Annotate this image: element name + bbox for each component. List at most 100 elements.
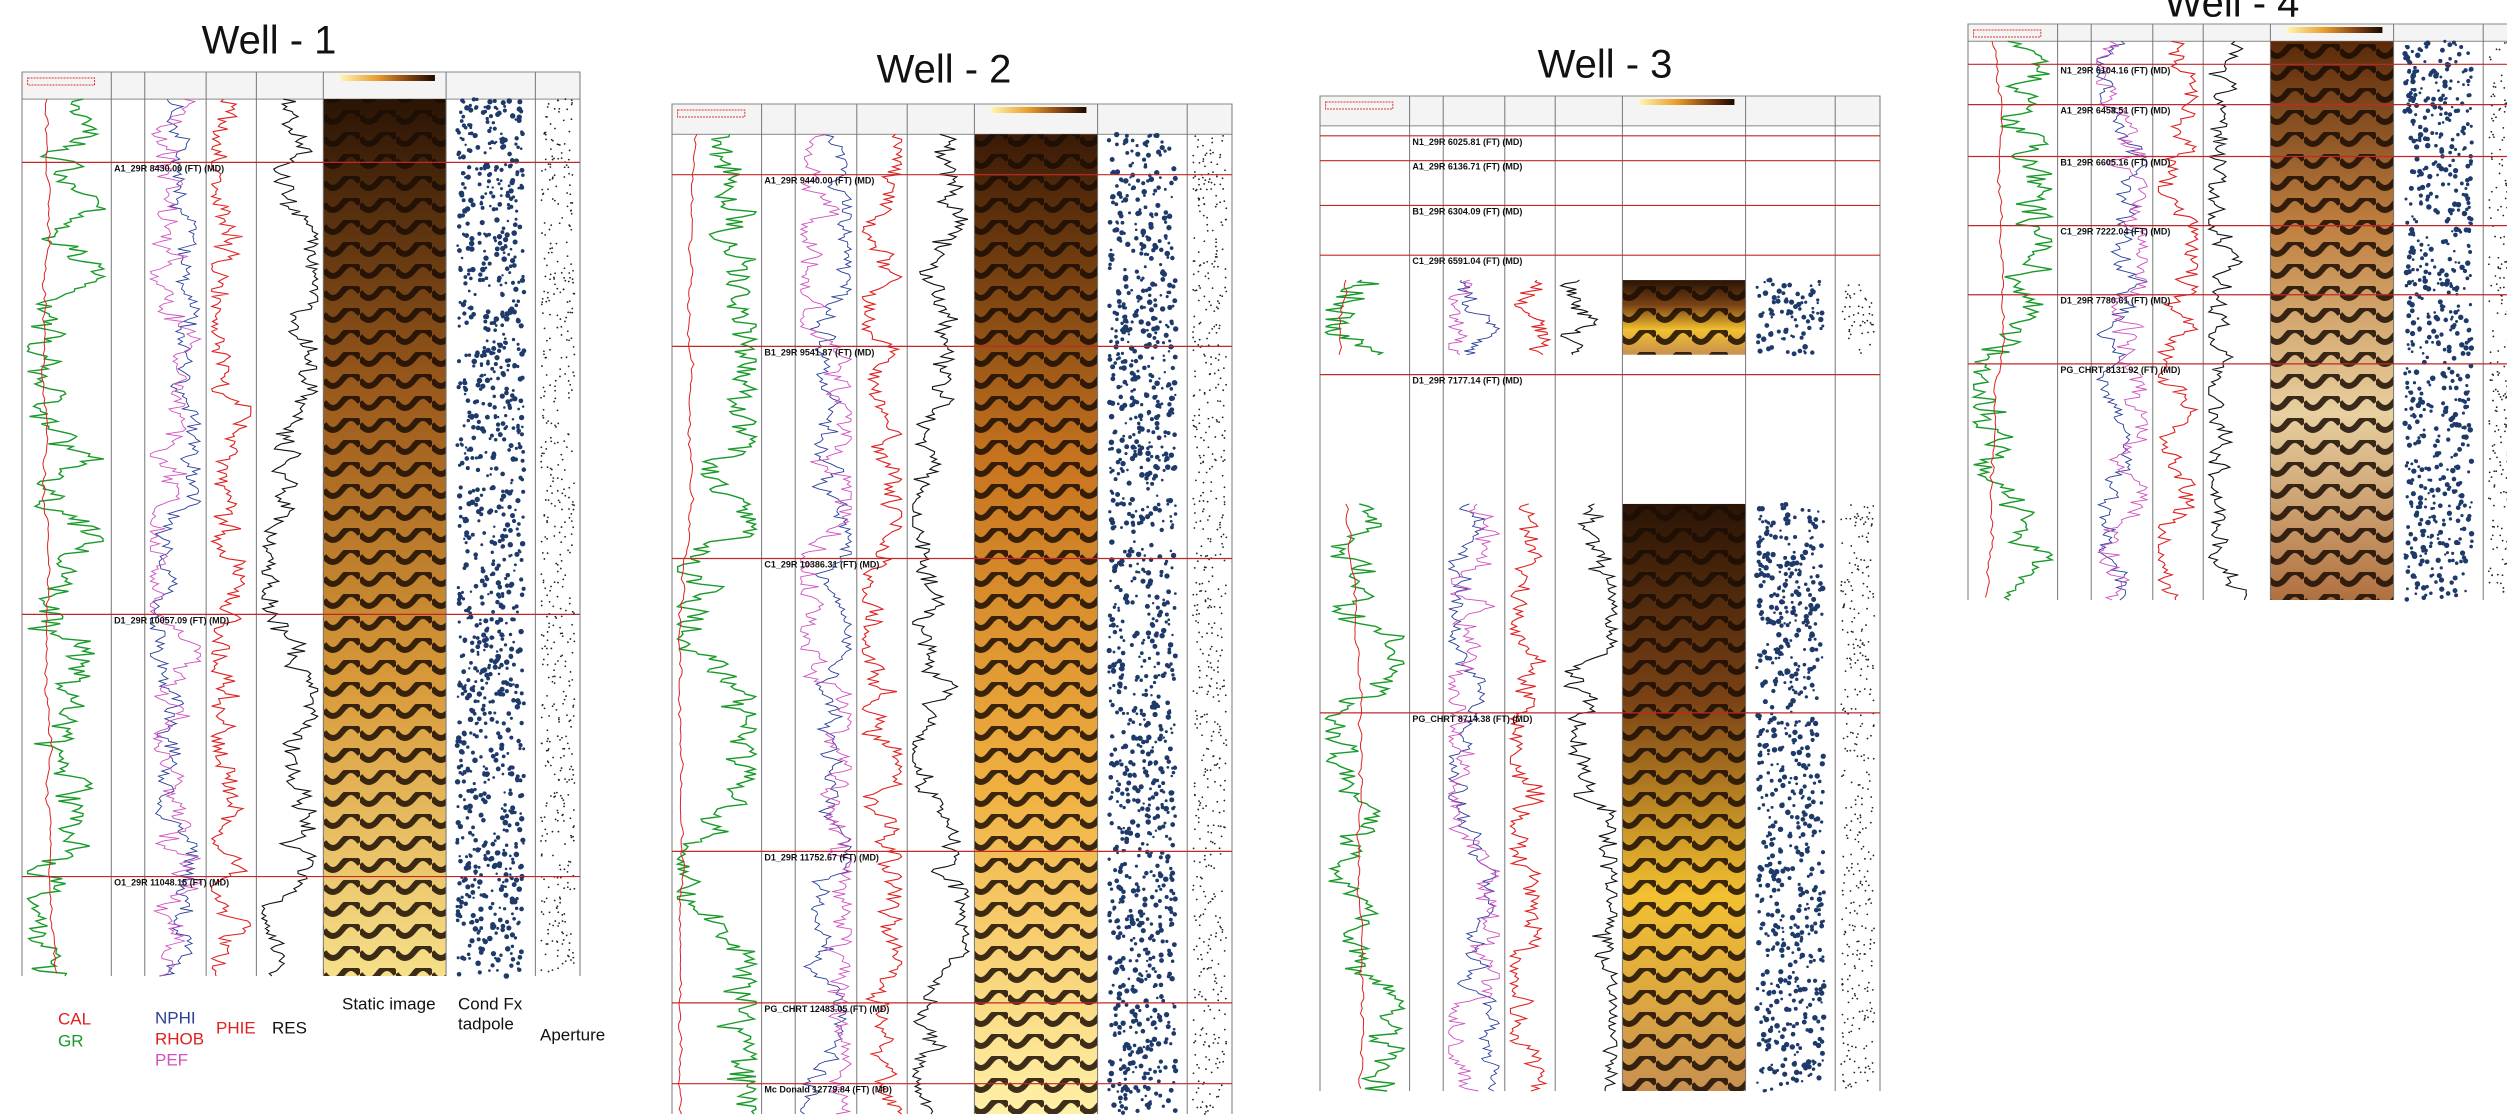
aperture-dot bbox=[1857, 940, 1860, 943]
aperture-dot bbox=[562, 939, 565, 941]
aperture-dot bbox=[1206, 660, 1209, 663]
tadpole bbox=[1766, 990, 1772, 996]
aperture-dot bbox=[1866, 1009, 1868, 1012]
aperture-dot bbox=[560, 152, 563, 154]
aperture-dot bbox=[1202, 158, 1205, 160]
tadpole bbox=[458, 437, 464, 442]
tadpole bbox=[492, 659, 498, 665]
aperture-dot bbox=[1193, 527, 1196, 529]
aperture-dot bbox=[1222, 546, 1224, 549]
tadpole bbox=[1796, 907, 1802, 913]
tadpole bbox=[1809, 646, 1816, 653]
tadpole bbox=[1152, 1007, 1158, 1013]
aperture-dot bbox=[1210, 1071, 1213, 1074]
tadpole bbox=[1125, 150, 1130, 155]
tadpole bbox=[473, 699, 478, 704]
log-header bbox=[671, 103, 1233, 135]
aperture-dot bbox=[1854, 813, 1857, 816]
aperture-dot bbox=[568, 602, 571, 605]
tadpole bbox=[458, 635, 462, 639]
tadpole bbox=[1131, 1008, 1135, 1013]
tadpole bbox=[1158, 927, 1164, 933]
tadpole bbox=[520, 668, 524, 673]
aperture-dot bbox=[557, 499, 560, 502]
tadpole bbox=[2427, 243, 2430, 247]
aperture-dot bbox=[545, 897, 548, 900]
tadpole bbox=[471, 435, 477, 441]
tadpole bbox=[1800, 507, 1805, 512]
aperture-dot bbox=[1203, 890, 1205, 893]
tadpole bbox=[483, 151, 487, 155]
tadpole bbox=[475, 97, 479, 102]
aperture-dot bbox=[1864, 953, 1866, 955]
aperture-dot bbox=[1192, 690, 1195, 692]
tadpole bbox=[1778, 990, 1783, 995]
tadpole bbox=[463, 275, 468, 279]
tadpole bbox=[499, 632, 505, 638]
aperture-dot bbox=[540, 604, 543, 607]
tadpole bbox=[2441, 475, 2447, 481]
aperture-dot bbox=[563, 887, 566, 890]
aperture-dot bbox=[1210, 831, 1213, 834]
aperture-dot bbox=[546, 943, 549, 945]
tadpole bbox=[1111, 983, 1115, 987]
aperture-dot bbox=[1211, 465, 1214, 468]
tadpole bbox=[1777, 778, 1783, 783]
tadpole bbox=[1820, 612, 1824, 616]
tadpole bbox=[489, 377, 493, 381]
aperture-dot bbox=[1198, 631, 1200, 634]
tadpole bbox=[2435, 438, 2440, 444]
aperture-dot bbox=[1194, 435, 1197, 438]
tadpole bbox=[510, 957, 516, 962]
aperture-dot bbox=[1221, 416, 1224, 419]
aperture-dot bbox=[1193, 860, 1196, 863]
tadpole bbox=[1759, 922, 1763, 926]
tadpole bbox=[471, 358, 478, 365]
tadpole bbox=[2410, 505, 2414, 508]
aperture-dot bbox=[1209, 900, 1212, 903]
tadpole bbox=[506, 219, 510, 223]
aperture-dot bbox=[554, 283, 556, 286]
tadpole bbox=[1817, 1076, 1820, 1080]
aperture-dot bbox=[544, 953, 547, 956]
aperture-dot bbox=[552, 605, 555, 608]
aperture-dot bbox=[1202, 807, 1205, 810]
tadpole bbox=[1771, 727, 1777, 733]
aperture-dot bbox=[1845, 296, 1848, 299]
aperture-dot bbox=[547, 653, 549, 656]
tadpole bbox=[495, 872, 498, 876]
tadpole bbox=[2411, 138, 2417, 144]
aperture-dot bbox=[1870, 1007, 1873, 1010]
tadpole bbox=[1144, 1003, 1150, 1009]
aperture-dot bbox=[1869, 1010, 1872, 1013]
tadpole bbox=[1147, 763, 1151, 767]
tadpole bbox=[461, 730, 467, 736]
tadpole bbox=[1766, 856, 1771, 860]
well-title: Well - 3 bbox=[1538, 43, 1673, 87]
tadpole bbox=[462, 380, 468, 386]
tadpole bbox=[455, 819, 461, 826]
tadpole bbox=[489, 635, 495, 640]
tadpole bbox=[515, 498, 521, 504]
tadpole bbox=[501, 772, 505, 776]
tadpole bbox=[521, 467, 527, 472]
tadpole bbox=[1798, 1071, 1803, 1075]
tadpole bbox=[1143, 692, 1149, 697]
tadpole bbox=[486, 172, 492, 178]
aperture-dot bbox=[549, 123, 552, 125]
aperture-dot bbox=[2500, 74, 2503, 77]
aperture-dot bbox=[1205, 188, 1208, 191]
tadpole bbox=[497, 734, 503, 740]
tadpole bbox=[483, 249, 487, 253]
tadpole bbox=[1121, 730, 1126, 735]
tadpole bbox=[455, 840, 460, 845]
aperture-dot bbox=[559, 897, 562, 900]
tadpole bbox=[516, 299, 521, 304]
tadpole bbox=[1161, 1104, 1165, 1108]
aperture-dot bbox=[544, 233, 547, 236]
tadpole bbox=[1153, 665, 1156, 669]
tadpole bbox=[506, 98, 513, 104]
aperture-dot bbox=[2501, 158, 2504, 161]
tadpole bbox=[2413, 144, 2420, 150]
tadpole bbox=[478, 814, 483, 818]
